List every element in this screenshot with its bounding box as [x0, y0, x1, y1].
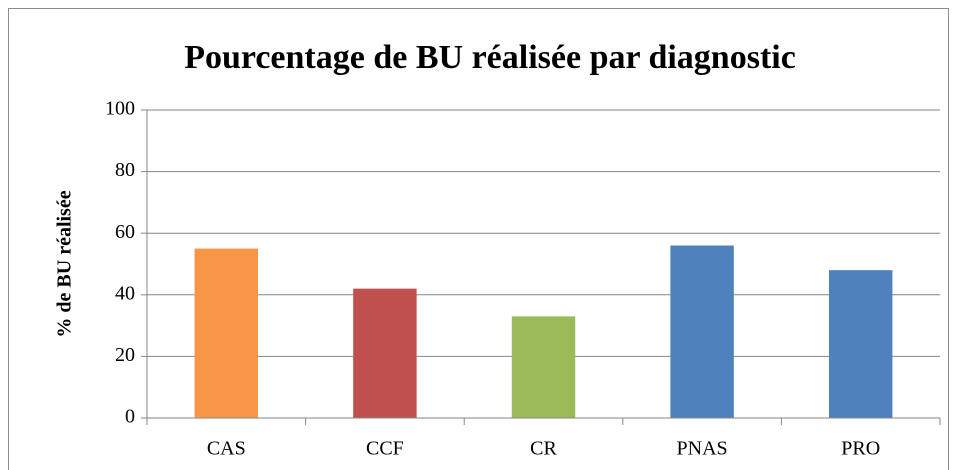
x-tick-label: CCF: [366, 438, 404, 460]
bar: [828, 270, 893, 418]
chart-frame: [8, 8, 949, 470]
y-tick-label: 0: [125, 406, 135, 428]
bar: [511, 316, 576, 418]
bar: [194, 248, 259, 418]
y-axis-label: % de BU réalisée: [54, 190, 76, 337]
y-tick-label: 40: [115, 282, 135, 304]
bar: [353, 288, 417, 418]
chart-title: Pourcentage de BU réalisée par diagnosti…: [184, 39, 796, 76]
y-tick-label: 20: [115, 344, 135, 366]
x-tick-label: PNAS: [677, 438, 728, 460]
x-tick-label: PRO: [841, 438, 880, 460]
bar: [670, 245, 734, 418]
x-tick-label: CR: [530, 438, 557, 460]
y-tick-label: 80: [115, 159, 135, 181]
y-tick-label: 60: [115, 221, 135, 243]
y-tick-label: 100: [105, 98, 135, 120]
x-tick-label: CAS: [207, 438, 246, 460]
